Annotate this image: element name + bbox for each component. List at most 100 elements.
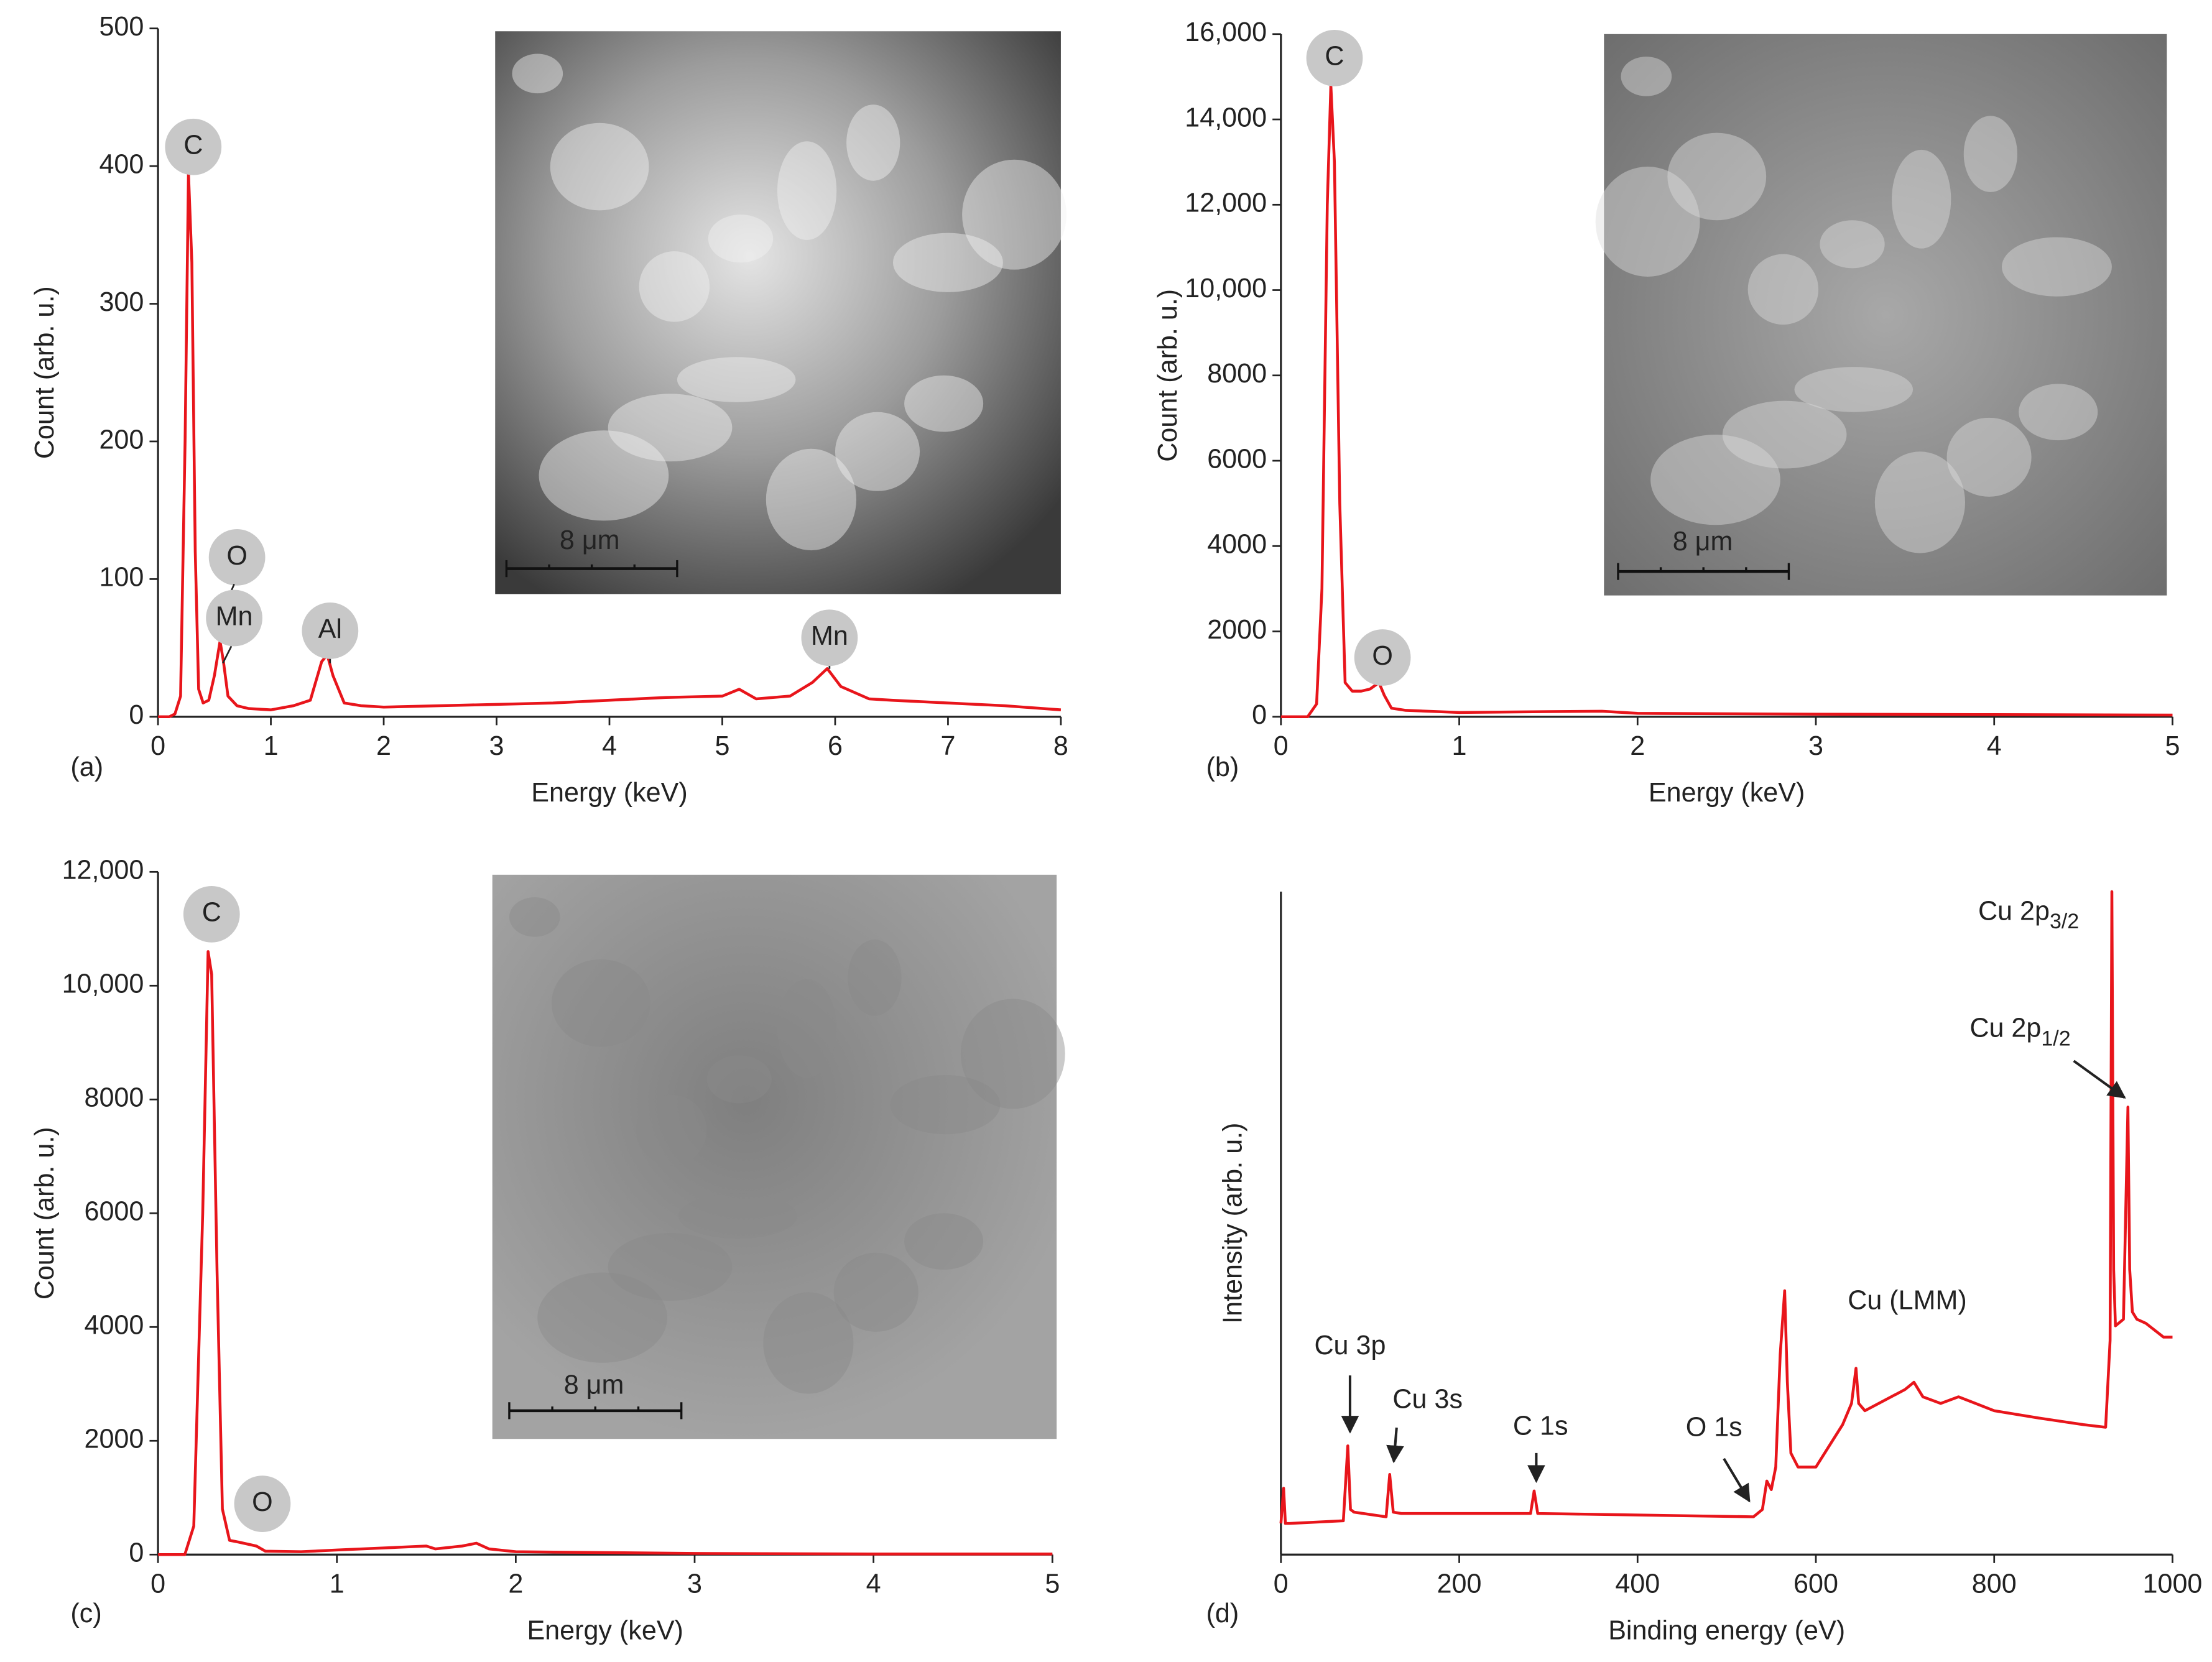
y-axis-label: Count (arb. u.)	[30, 286, 60, 459]
y-tick-label: 16,000	[1185, 17, 1267, 47]
inset-image	[495, 31, 1061, 594]
x-tick-label: 1	[1452, 731, 1467, 761]
inset-texture	[537, 1272, 667, 1363]
spectrum-line	[1279, 890, 2173, 1525]
inset-texture	[766, 448, 856, 551]
inset-texture	[846, 104, 900, 181]
scale-bar-label: 8 μm	[560, 525, 620, 555]
y-tick-label: 6000	[1207, 444, 1267, 474]
x-axis-label: Energy (keV)	[1649, 778, 1805, 808]
inset-texture	[678, 1193, 797, 1239]
x-tick-label: 600	[1793, 1569, 1838, 1599]
inset-texture	[1621, 57, 1672, 96]
peak-label: O	[226, 541, 248, 571]
peak-label: Cu 3s	[1392, 1384, 1463, 1414]
inset-image	[492, 874, 1057, 1439]
peak-label-text: Cu 2p	[1978, 896, 2050, 926]
peak-label-badge	[165, 118, 222, 175]
spectrum-line	[158, 950, 1053, 1556]
peak-label: C	[202, 898, 221, 928]
y-tick-label: 2000	[85, 1424, 144, 1454]
inset-texture	[708, 215, 774, 263]
x-tick-label: 1	[330, 1569, 345, 1599]
peak-label-text: Cu (LMM)	[1848, 1286, 1967, 1316]
peak-label-badge	[801, 609, 858, 667]
inset-texture	[1722, 400, 1847, 469]
inset-texture	[1946, 417, 2032, 497]
peak-label-subscript: 1/2	[2041, 1027, 2070, 1050]
inset-texture	[1794, 367, 1914, 412]
peak-arrow	[2073, 1060, 2126, 1099]
peak-label-badge	[302, 602, 359, 659]
y-tick-label: 10,000	[62, 969, 144, 999]
y-tick-label: 4000	[85, 1311, 144, 1341]
inset-texture	[833, 1252, 919, 1332]
x-tick-label: 4	[866, 1569, 881, 1599]
inset-texture	[2019, 384, 2098, 441]
panel-label: (d)	[1206, 1599, 1239, 1628]
inset-texture	[904, 1213, 984, 1270]
x-tick-label: 2	[1630, 731, 1645, 761]
y-tick-label: 100	[99, 563, 144, 593]
y-tick-label: 10,000	[1185, 274, 1267, 303]
inset-texture	[1963, 116, 2017, 192]
inset-texture	[1874, 451, 1966, 553]
peak-label: Cu 2p1/2	[1969, 1013, 2070, 1051]
spectrum-line	[1280, 83, 2173, 719]
peak-label: Cu (LMM)	[1848, 1286, 1967, 1316]
inset-texture	[2001, 237, 2112, 297]
peak-label-badge	[1354, 629, 1411, 686]
panel-label: (b)	[1206, 752, 1239, 782]
peak-label: Cu 3p	[1314, 1331, 1386, 1360]
peak-label: O	[1372, 641, 1393, 671]
inset-texture	[890, 1074, 1001, 1135]
x-axis-label: Energy (keV)	[527, 1615, 683, 1645]
y-tick-label: 300	[99, 287, 144, 317]
peak-label-badge	[208, 529, 266, 586]
y-tick-label: 0	[129, 700, 144, 730]
y-axis-label: Intensity (arb. u.)	[1218, 1122, 1247, 1323]
x-axis-label: Binding energy (eV)	[1608, 1615, 1845, 1645]
y-tick-label: 4000	[1207, 530, 1267, 560]
x-tick-label: 7	[940, 731, 955, 761]
y-tick-label: 14,000	[1185, 103, 1267, 132]
peak-label-badge	[234, 1475, 291, 1532]
inset-texture	[962, 159, 1067, 270]
scale-bar-label: 8 μm	[564, 1370, 624, 1400]
y-tick-label: 12,000	[62, 856, 144, 885]
x-tick-label: 4	[602, 731, 617, 761]
x-tick-label: 6	[828, 731, 843, 761]
peak-label-text: Cu 3p	[1314, 1331, 1386, 1360]
y-tick-label: 6000	[85, 1197, 144, 1227]
x-tick-label: 1000	[2143, 1569, 2203, 1599]
inset-texture	[509, 897, 560, 937]
y-tick-label: 0	[1252, 700, 1267, 730]
inset-image	[1604, 34, 2167, 596]
y-tick-label: 200	[99, 425, 144, 455]
inset-texture	[677, 357, 796, 402]
x-axis-label: Energy (keV)	[531, 778, 687, 808]
y-axis-label: Count (arb. u.)	[1153, 289, 1183, 462]
x-tick-label: 0	[1274, 1569, 1289, 1599]
x-tick-label: 5	[2165, 731, 2180, 761]
x-tick-label: 2	[508, 1569, 523, 1599]
peak-label-text: Cu 3s	[1392, 1384, 1463, 1414]
x-tick-label: 3	[489, 731, 504, 761]
inset-texture	[1892, 149, 1951, 249]
peak-label: Al	[318, 614, 342, 644]
peak-label-badge	[183, 885, 240, 943]
x-tick-label: 200	[1437, 1569, 1482, 1599]
inset-texture	[848, 939, 902, 1016]
inset-texture	[512, 53, 563, 94]
peak-label-badge	[206, 589, 262, 647]
inset-texture	[539, 430, 669, 521]
inset-texture	[1747, 254, 1819, 325]
peak-label: Mn	[811, 621, 848, 651]
x-tick-label: 5	[1045, 1569, 1060, 1599]
y-tick-label: 8000	[85, 1083, 144, 1113]
inset-texture	[636, 1094, 707, 1166]
peak-arrow	[1386, 1427, 1404, 1464]
peak-label: C	[1325, 42, 1344, 72]
inset-texture	[763, 1292, 854, 1394]
